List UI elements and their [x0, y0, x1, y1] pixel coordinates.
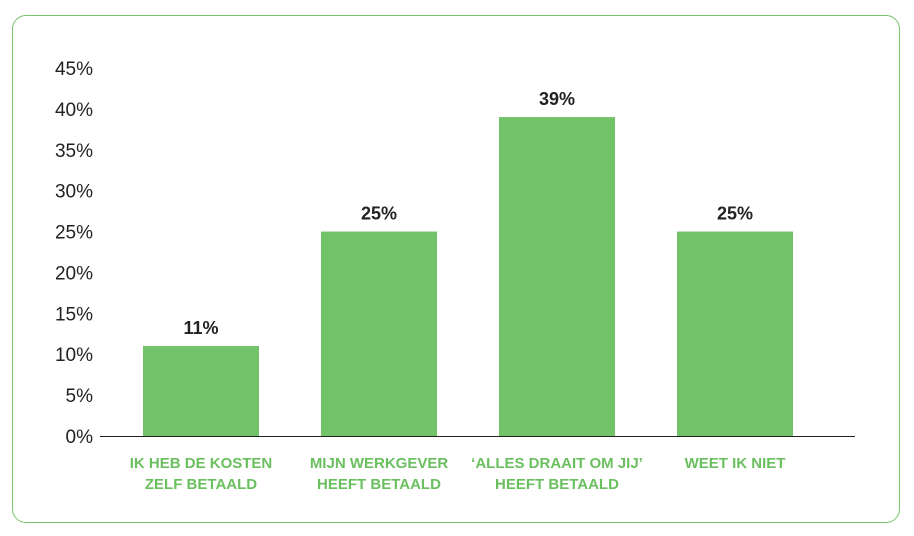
bars — [143, 117, 793, 437]
y-tick-label: 35% — [55, 141, 93, 162]
y-tick-label: 25% — [55, 223, 93, 244]
category-label: HEEFT BETAALD — [495, 476, 619, 493]
category-label: IK HEB DE KOSTEN — [130, 455, 273, 472]
y-tick-label: 5% — [66, 386, 94, 407]
y-axis: 0% 5% 10% 15% 20% 25% 30% 35% 40% 45% — [55, 59, 93, 448]
bar-value-label: 11% — [183, 318, 218, 338]
chart-frame — [12, 15, 900, 523]
bar-value-label: 25% — [717, 204, 753, 224]
bar-value-label: 25% — [361, 204, 397, 224]
bar — [677, 231, 793, 436]
bar — [499, 117, 615, 437]
y-tick-label: 15% — [55, 304, 93, 325]
bar — [143, 346, 259, 436]
y-tick-label: 0% — [66, 427, 94, 448]
value-labels: 11% 25% 39% 25% — [183, 89, 753, 338]
y-tick-label: 30% — [55, 182, 93, 203]
category-labels: IK HEB DE KOSTEN ZELF BETAALD MIJN WERKGEV… — [130, 455, 786, 493]
category-label: ZELF BETAALD — [145, 476, 257, 493]
y-tick-label: 40% — [55, 100, 93, 121]
y-tick-label: 45% — [55, 59, 93, 80]
category-label: HEEFT BETAALD — [317, 476, 441, 493]
category-label: MIJN WERKGEVER — [310, 455, 449, 472]
y-tick-label: 10% — [55, 345, 93, 366]
bar-value-label: 39% — [539, 89, 575, 109]
category-label: ‘ALLES DRAAIT OM JIJ’ — [471, 455, 643, 472]
y-tick-label: 20% — [55, 263, 93, 284]
bar — [321, 231, 437, 436]
category-label: WEET IK NIET — [685, 455, 786, 472]
